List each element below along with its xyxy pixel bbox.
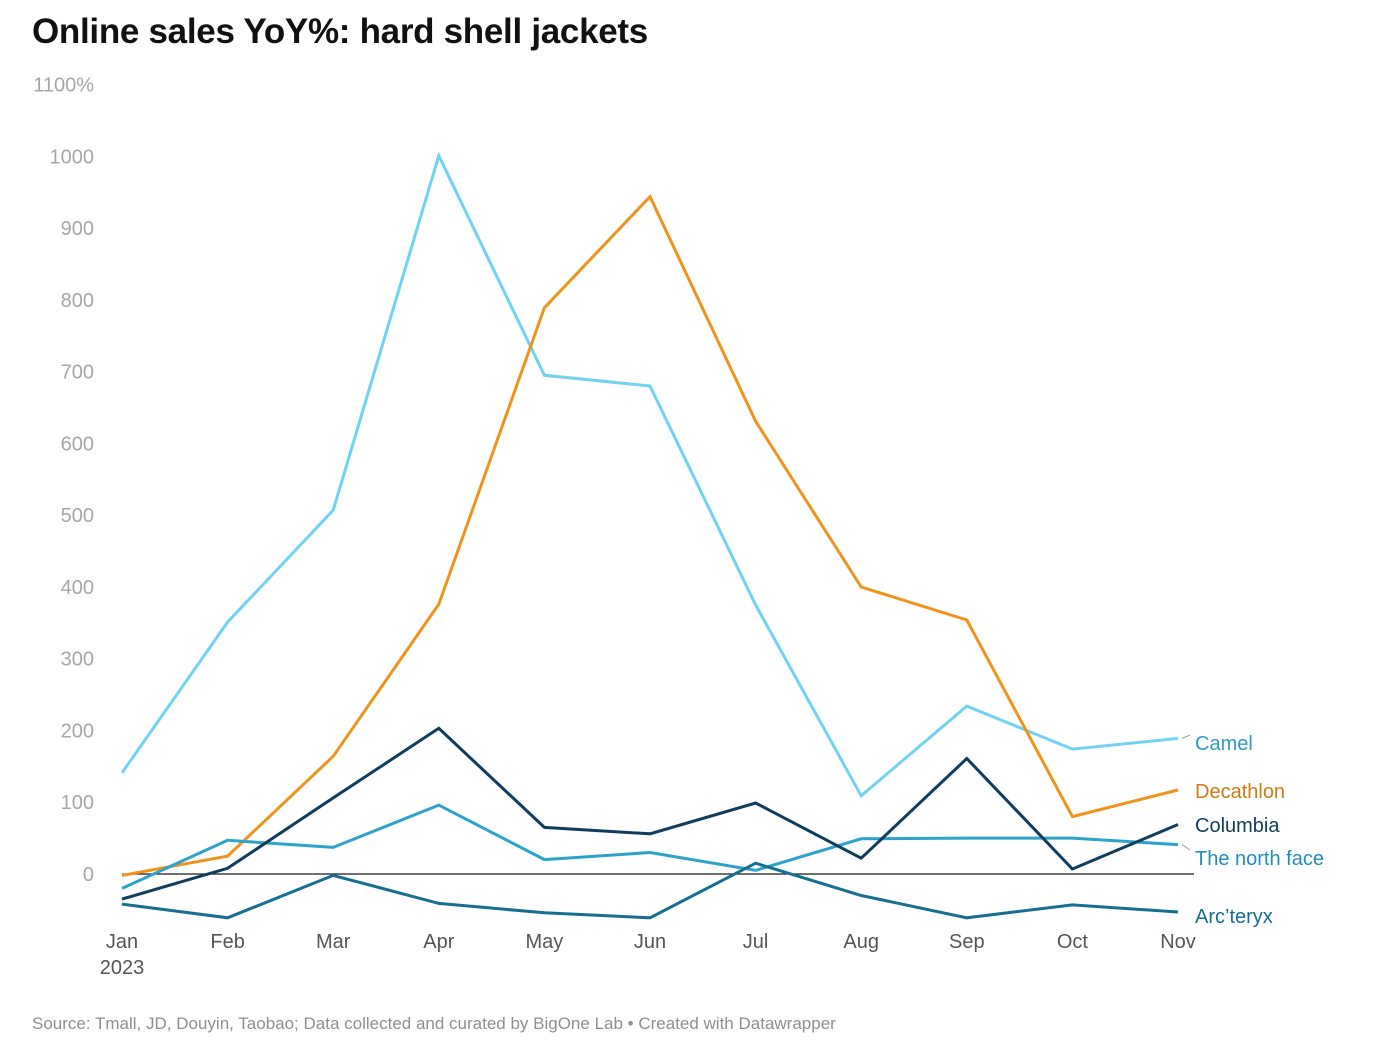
y-tick-label: 0	[83, 864, 94, 886]
y-tick-label: 200	[61, 720, 94, 742]
y-tick-label: 900	[61, 218, 94, 240]
series-line-the-north-face	[121, 803, 1179, 890]
x-tick-label: Sep	[949, 931, 985, 953]
x-tick-label: Nov	[1160, 931, 1196, 953]
x-tick-label: Jan	[106, 931, 138, 953]
series-label-decathlon: Decathlon	[1195, 781, 1285, 803]
series-lines	[120, 151, 1179, 920]
series-line-columbia	[121, 726, 1179, 901]
series-labels: Camel Decathlon Columbia The north face Arc’…	[1181, 733, 1324, 928]
series-label-camel: Camel	[1195, 733, 1253, 755]
series-label-connector	[1181, 844, 1191, 851]
y-tick-label: 400	[61, 577, 94, 599]
chart-title: Online sales YoY%: hard shell jackets	[32, 12, 648, 51]
y-tick-label: 600	[61, 433, 94, 455]
x-tick-label: Aug	[843, 931, 879, 953]
line-chart: 0 100 200 300 400 500 600 700 800 900 1000 1100% Ja…	[33, 75, 1324, 979]
y-tick-label: 300	[61, 649, 94, 671]
x-tick-sublabel-year: 2023	[100, 957, 145, 979]
series-line-arc-teryx	[121, 861, 1179, 920]
y-tick-label: 700	[61, 362, 94, 384]
x-tick-label: Jun	[634, 931, 666, 953]
series-label-columbia: Columbia	[1195, 815, 1280, 837]
y-axis-tick-labels: 0 100 200 300 400 500 600 700 800 900 1000 1100%	[33, 75, 94, 886]
x-tick-label: May	[526, 931, 564, 953]
y-tick-label: 1100%	[33, 75, 94, 97]
series-label-the-north-face: The north face	[1195, 848, 1324, 870]
x-axis-tick-labels: Jan Feb Mar Apr May Jun Jul Aug Sep Oct Nov 2023	[100, 931, 1196, 979]
x-tick-label: Feb	[210, 931, 244, 953]
series-label-arc-teryx: Arc’teryx	[1195, 906, 1273, 928]
x-tick-label: Mar	[316, 931, 351, 953]
x-tick-label: Jul	[743, 931, 769, 953]
source-footer: Source: Tmall, JD, Douyin, Taobao; Data …	[32, 1014, 836, 1033]
x-tick-label: Oct	[1057, 931, 1089, 953]
y-tick-label: 1000	[50, 146, 95, 168]
series-label-connector	[1181, 734, 1191, 739]
y-tick-label: 100	[61, 792, 94, 814]
x-tick-label: Apr	[423, 931, 454, 953]
y-tick-label: 500	[61, 505, 94, 527]
series-line-decathlon	[121, 193, 1179, 877]
y-tick-label: 800	[61, 290, 94, 312]
series-line-camel	[120, 151, 1179, 799]
